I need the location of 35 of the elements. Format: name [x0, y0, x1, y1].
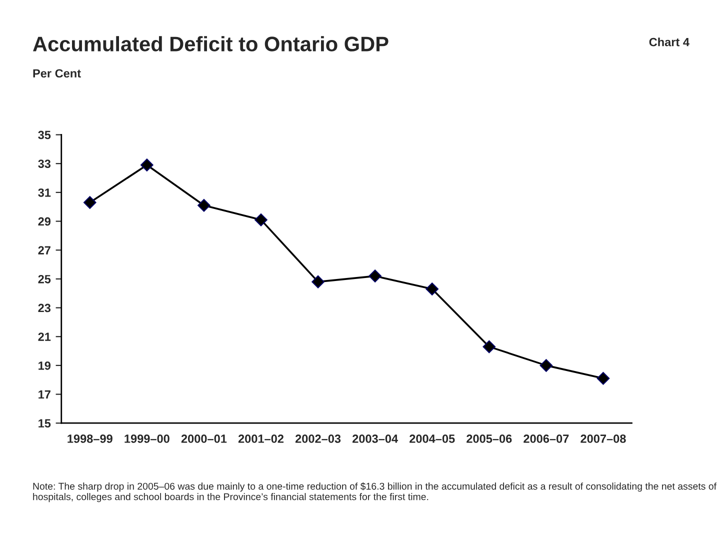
x-tick-label: 2005–06 — [466, 434, 512, 443]
x-tick-label: 2000–01 — [181, 434, 227, 443]
y-tick-label: 17 — [38, 390, 50, 399]
text: Note: The sharp drop in 2005–06 was due mainly to a one-time reduction of $16.3 billion in the accumulated deficit as a result of consolidating the net assets of hospitals, colleges and school boards in the Province’s financial statements for the first time. — [33, 482, 717, 502]
x-tick-label: 2006–07 — [524, 434, 569, 443]
point — [596, 372, 610, 385]
point — [312, 275, 324, 288]
point — [140, 158, 154, 172]
y-tick-label: 21 — [38, 332, 51, 341]
x-tick-label: 1999–00 — [124, 434, 170, 443]
point — [198, 198, 210, 212]
y-tick-label: 27 — [38, 246, 50, 254]
point — [540, 359, 553, 372]
y-tick-label: 35 — [38, 130, 51, 140]
chart-subtitle: Per Cent — [33, 69, 81, 78]
y-tick-label: 15 — [38, 419, 51, 428]
caption: Chart 4 — [649, 38, 690, 46]
point — [426, 282, 439, 296]
y-tick-label: 31 — [38, 188, 51, 197]
chart-title: Accumulated Deficit to Ontario GDP — [33, 36, 388, 52]
x-tick-label: 2004–05 — [410, 434, 455, 443]
y-tick-label: 23 — [38, 304, 51, 312]
x-tick-label: 2007–08 — [580, 434, 626, 443]
y-tick-label: 25 — [38, 274, 51, 284]
y-tick-label: 29 — [38, 217, 51, 226]
x-tick-label: 2002–03 — [295, 434, 341, 443]
x-tick-label: 1998–99 — [68, 434, 112, 443]
y-tick-label: 19 — [38, 361, 51, 370]
point — [482, 340, 496, 354]
x-tick-label: 2001–02 — [238, 434, 284, 443]
point — [254, 213, 268, 226]
point — [83, 196, 96, 209]
x-tick-label: 2003–04 — [352, 434, 398, 443]
y-tick-label: 33 — [38, 160, 51, 168]
point — [368, 270, 382, 282]
